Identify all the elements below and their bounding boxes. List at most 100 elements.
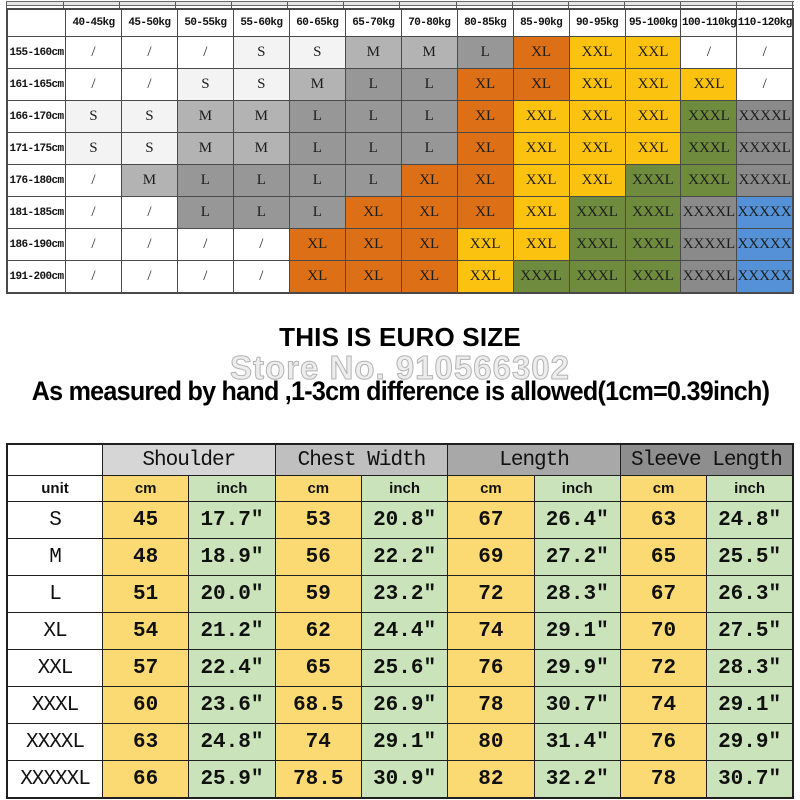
grid-tick — [512, 2, 513, 9]
recommended-size-cell: XXL — [624, 36, 682, 69]
measurement-value-cell: 25.6" — [360, 649, 449, 687]
recommended-size-cell: L — [288, 100, 346, 133]
grid-tick — [6, 2, 7, 9]
unit-header-cell: cm — [274, 475, 362, 502]
measurement-value-cell: 70 — [619, 612, 708, 650]
weight-column-header: 110-120kg — [736, 8, 794, 37]
recommended-size-cell: L — [288, 164, 346, 197]
recommended-size-cell: L — [232, 196, 290, 229]
measurement-value-cell: 54 — [101, 612, 190, 650]
measurement-value-cell: 17.7" — [188, 501, 276, 539]
size-row-label: XXXL — [6, 686, 103, 724]
measurement-value-cell: 18.9" — [188, 538, 276, 576]
matrix-row: 186-190cm / / / / XL XL XL XXL XXL XXXL XXXL XXXXL XX… — [6, 228, 794, 261]
height-row-label: 191-200cm — [6, 260, 66, 294]
size-row-label: XXXXXL — [6, 760, 103, 799]
grid-tick — [736, 2, 737, 9]
measurement-value-cell: 82 — [447, 760, 535, 799]
measurement-tolerance-note: As measured by hand ,1-3cm difference is… — [0, 376, 800, 407]
recommended-size-cell: XXXL — [624, 260, 682, 294]
grid-tick — [456, 2, 457, 9]
recommended-size-cell: XXL — [568, 68, 626, 101]
recommended-size-cell: L — [288, 132, 346, 165]
recommended-size-cell: / — [65, 164, 122, 197]
height-row-label: 186-190cm — [6, 228, 66, 261]
matrix-row: 176-180cm / M L L L L XL XL XXL XXL XXXL XXXL XXXXL — [6, 164, 794, 197]
measurement-value-cell: 45 — [101, 501, 190, 539]
recommended-size-cell: S — [232, 68, 290, 101]
size-row-label: XL — [6, 612, 103, 650]
recommended-size-cell: M — [344, 36, 402, 69]
measurement-value-cell: 29.1" — [360, 723, 449, 761]
recommended-size-cell: XXL — [456, 260, 514, 294]
recommended-size-cell: / — [120, 36, 178, 69]
measurement-value-cell: 28.3" — [706, 649, 794, 687]
measurement-value-cell: 30.7" — [533, 686, 621, 724]
measure-row: XXXXL 63 24.8" 74 29.1" 80 31.4" 76 29.9" — [6, 723, 794, 761]
recommended-size-cell: S — [120, 132, 178, 165]
recommended-size-cell: XXL — [624, 132, 682, 165]
recommended-size-cell: XXXXL — [680, 228, 738, 261]
measure-row: XL 54 21.2" 62 24.4" 74 29.1" 70 27.5" — [6, 612, 794, 650]
measurement-value-cell: 62 — [274, 612, 362, 650]
recommended-size-cell: XXL — [512, 132, 570, 165]
measurement-value-cell: 57 — [101, 649, 190, 687]
recommended-size-cell: M — [288, 68, 346, 101]
height-row-label: 181-185cm — [6, 196, 66, 229]
weight-column-header: 90-95kg — [568, 8, 626, 37]
recommended-size-cell: XXXXL — [680, 196, 738, 229]
measurement-value-cell: 78 — [447, 686, 535, 724]
matrix-header-row: 40-45kg 45-50kg 50-55kg 55-60kg 60-65kg 65-70… — [6, 8, 794, 37]
recommended-size-cell: / — [176, 36, 234, 69]
measure-group-header: Length — [447, 443, 621, 476]
measurement-value-cell: 78 — [619, 760, 708, 799]
measure-group-header: Shoulder — [102, 443, 276, 476]
recommended-size-cell: XXXXL — [736, 132, 794, 165]
recommended-size-cell: XXXL — [568, 228, 626, 261]
grid-tick — [624, 2, 625, 9]
recommended-size-cell: L — [456, 36, 514, 69]
recommended-size-cell: L — [344, 164, 402, 197]
recommended-size-cell: XXXXXL — [736, 228, 794, 261]
grid-tick — [63, 2, 64, 9]
recommended-size-cell: XL — [344, 260, 402, 294]
measure-row: XXXL 60 23.6" 68.5 26.9" 78 30.7" 74 29.1" — [6, 686, 794, 724]
measurement-value-cell: 67 — [619, 575, 708, 613]
measurement-value-cell: 20.0" — [188, 575, 276, 613]
recommended-size-cell: / — [680, 36, 738, 69]
recommended-size-cell: XXXL — [568, 260, 626, 294]
measure-row: M 48 18.9" 56 22.2" 69 27.2" 65 25.5" — [6, 538, 794, 576]
recommended-size-cell: / — [65, 196, 122, 229]
measurement-value-cell: 24.8" — [188, 723, 276, 761]
measurement-value-cell: 72 — [447, 575, 535, 613]
measurement-value-cell: 27.2" — [533, 538, 621, 576]
recommended-size-cell: XXXL — [624, 164, 682, 197]
measure-row: L 51 20.0" 59 23.2" 72 28.3" 67 26.3" — [6, 575, 794, 613]
recommended-size-cell: XL — [512, 68, 570, 101]
recommended-size-cell: XXL — [624, 100, 682, 133]
grid-tick — [680, 2, 681, 9]
recommended-size-cell: / — [65, 36, 122, 69]
measure-group-header-row: Shoulder Chest Width Length Sleeve Length — [6, 443, 794, 476]
measurement-value-cell: 23.6" — [188, 686, 276, 724]
matrix-row: 161-165cm / / S S M L L XL XL XXL XXL XXL / — [6, 68, 794, 101]
recommended-size-cell: XL — [400, 196, 458, 229]
measurement-value-cell: 76 — [447, 649, 535, 687]
recommended-size-cell: XXL — [512, 100, 570, 133]
measure-corner-cell — [6, 443, 103, 476]
measure-row: XXXXXL 66 25.9" 78.5 30.9" 82 32.2" 78 30.7" — [6, 760, 794, 799]
measure-group-header: Sleeve Length — [619, 443, 794, 476]
measurement-value-cell: 74 — [619, 686, 708, 724]
recommended-size-cell: XL — [456, 100, 514, 133]
measure-group-header: Chest Width — [274, 443, 449, 476]
measurement-value-cell: 22.4" — [188, 649, 276, 687]
measurement-value-cell: 60 — [101, 686, 190, 724]
recommended-size-cell: M — [176, 100, 234, 133]
recommended-size-cell: XXL — [568, 100, 626, 133]
unit-row: unit cm inch cm inch cm inch cm inch — [6, 475, 794, 502]
recommended-size-cell: XXXXL — [736, 100, 794, 133]
recommended-size-cell: XL — [456, 196, 514, 229]
weight-column-header: 55-60kg — [232, 8, 290, 37]
recommended-size-cell: L — [400, 100, 458, 133]
recommended-size-cell: / — [120, 228, 178, 261]
